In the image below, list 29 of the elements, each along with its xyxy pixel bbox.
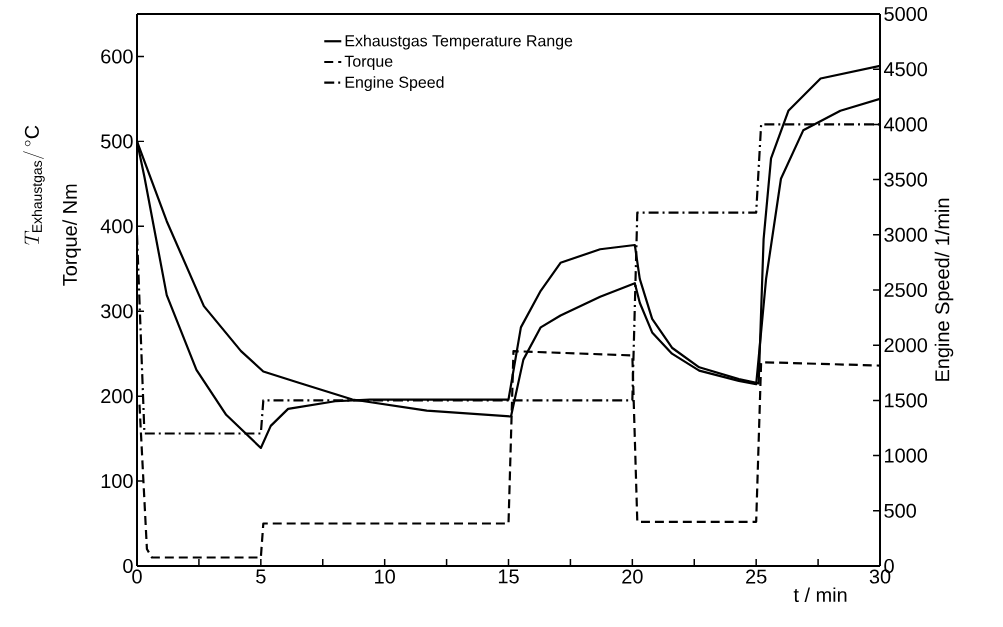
legend-label: Exhaustgas Temperature Range	[345, 34, 573, 50]
x-tick-label: 20	[622, 569, 643, 584]
y2-axis-title: Engine Speed/ 1/min	[934, 198, 954, 381]
y2-tick-label: 2500	[884, 282, 928, 298]
legend-label: Torque	[344, 55, 393, 71]
y2-tick-label: 2000	[884, 338, 928, 353]
x-tick-label: 15	[498, 569, 519, 584]
y2-tick-label: 1500	[885, 393, 928, 408]
y-tick-label: 300	[101, 304, 133, 319]
legend-label: Engine Speed	[345, 76, 444, 92]
y2-tick-label: 500	[884, 503, 916, 518]
text: $T_{\mathrm{Exhaustgas}}/\,^{\circ}\mathrm{C}$	[23, 125, 45, 245]
y2-tick-label: 4500	[883, 62, 928, 77]
x-axis-title: t / min	[793, 587, 847, 603]
y-tick-label: 400	[100, 219, 133, 234]
y2-tick-label: 1000	[885, 448, 928, 463]
x-tick-label: 10	[375, 569, 395, 584]
y2-tick-label: 4000	[883, 117, 928, 132]
y-tick-label: 200	[101, 389, 133, 404]
y-tick-label: 100	[101, 474, 133, 489]
x-tick-label: 5	[256, 569, 266, 584]
y-axis-title: Torque/ Nm	[62, 184, 81, 286]
y2-tick-label: 3000	[884, 227, 928, 242]
y-tick-label: 500	[101, 134, 133, 149]
y2-tick-label: 5000	[884, 6, 928, 22]
y2-tick-label: 3500	[884, 172, 928, 187]
x-tick-label: 25	[746, 569, 767, 584]
y-tick-label: 600	[101, 49, 133, 64]
y-tick-label: 0	[123, 558, 133, 574]
